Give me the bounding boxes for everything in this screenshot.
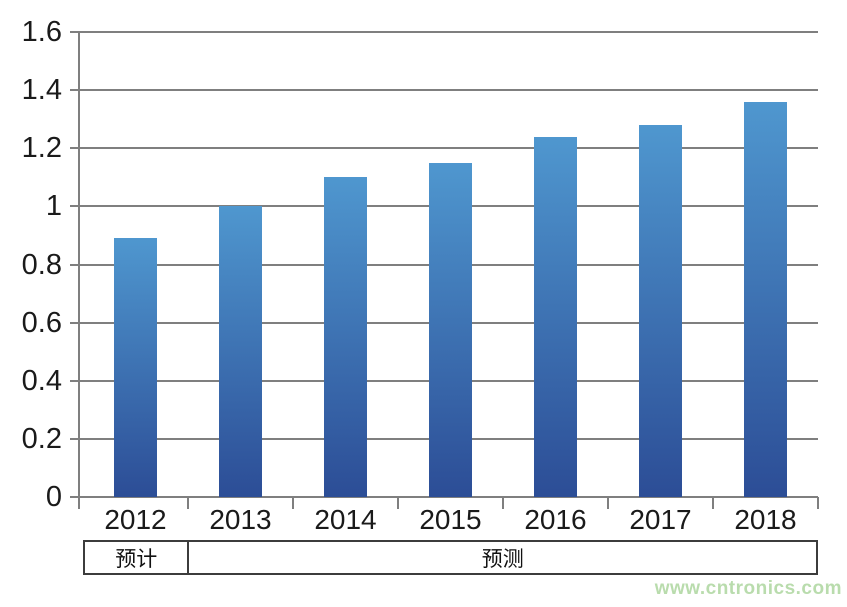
x-axis-tick xyxy=(817,497,819,509)
x-axis-label-2018: 2018 xyxy=(734,504,797,535)
x-axis-tick xyxy=(502,497,504,509)
x-axis-tick xyxy=(187,497,189,509)
y-axis-tick-label: 1.2 xyxy=(21,132,62,164)
x-axis-label-2015: 2015 xyxy=(419,504,482,535)
period-cell: 预测 xyxy=(481,547,524,571)
x-axis-label-2014: 2014 xyxy=(314,504,377,535)
bar-2012 xyxy=(114,238,157,497)
x-axis-tick xyxy=(712,497,714,509)
x-axis-label-2017: 2017 xyxy=(629,504,692,535)
x-axis-tick xyxy=(292,497,294,509)
x-axis-label-2013: 2013 xyxy=(209,504,272,535)
period-table: 预计 预测 xyxy=(83,540,818,575)
x-axis-tick xyxy=(397,497,399,509)
y-axis-tick-label: 1 xyxy=(45,190,62,222)
gridline xyxy=(70,496,818,498)
y-axis-line xyxy=(78,32,80,509)
plot-area xyxy=(70,31,819,509)
gridline xyxy=(70,89,818,91)
y-axis-tick-label: 1.6 xyxy=(21,16,62,48)
bar-2014 xyxy=(324,177,367,497)
bar-2017 xyxy=(639,125,682,497)
y-axis-tick-label: 1.4 xyxy=(21,74,62,106)
x-axis-label-2012: 2012 xyxy=(104,504,167,535)
gridline xyxy=(70,31,818,33)
bar-2018 xyxy=(744,102,787,497)
watermark: www.cntronics.com xyxy=(654,578,842,599)
x-axis-label-2016: 2016 xyxy=(524,504,587,535)
y-axis-tick-label: 0.6 xyxy=(21,307,62,339)
bar-2013 xyxy=(219,206,262,497)
x-axis-tick xyxy=(607,497,609,509)
gridline xyxy=(70,147,818,149)
y-axis-tick-label: 0.2 xyxy=(21,423,62,455)
bar-2015 xyxy=(429,163,472,497)
bar-2016 xyxy=(534,137,577,497)
y-axis-tick-label: 0.4 xyxy=(21,365,62,397)
period-cell: 预计 xyxy=(85,542,190,573)
y-axis-tick-label: 0.8 xyxy=(21,249,62,281)
y-axis-tick-label: 0 xyxy=(45,481,62,513)
